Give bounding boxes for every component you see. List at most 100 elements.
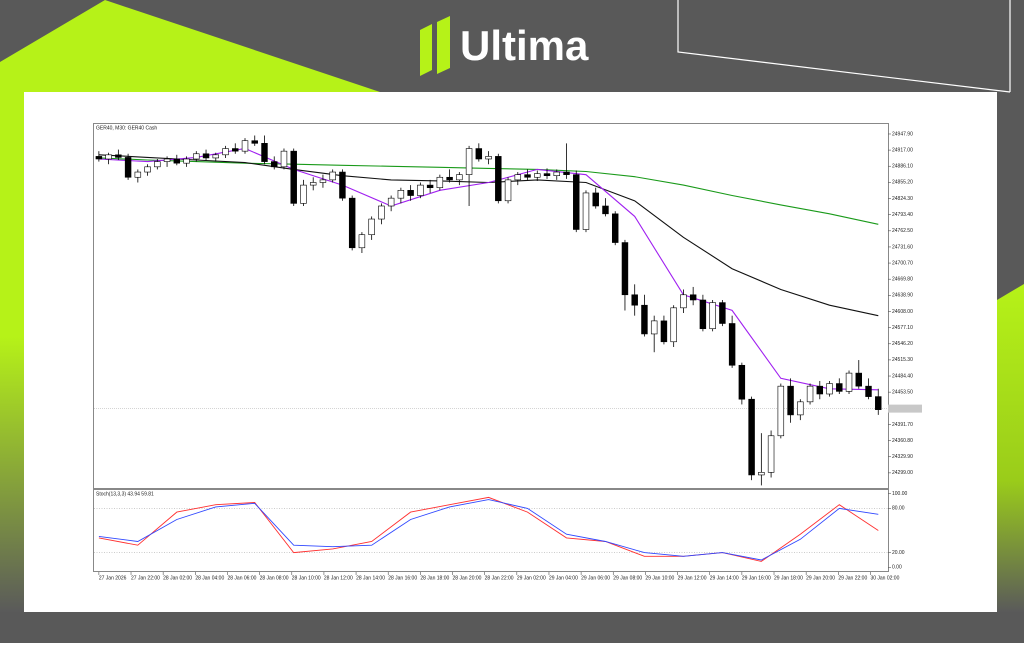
- candle-body: [826, 383, 833, 395]
- x-tick-label: 28 Jan 22:00: [485, 575, 514, 581]
- candle-body: [300, 184, 307, 204]
- candle-body: [563, 171, 570, 175]
- candle-body: [699, 299, 707, 330]
- candle-body: [680, 294, 687, 309]
- y-tick-label: 100.00: [892, 491, 908, 497]
- candle-body: [144, 166, 151, 173]
- moving-average: [98, 147, 879, 391]
- candle-body: [806, 385, 814, 403]
- x-tick-label: 29 Jan 10:00: [645, 575, 674, 581]
- candle-body: [495, 156, 502, 202]
- candle-body: [163, 158, 171, 162]
- moving-average: [98, 157, 879, 225]
- x-tick-label: 29 Jan 14:00: [710, 575, 739, 581]
- candle-body: [280, 150, 288, 168]
- candle-body: [232, 148, 239, 152]
- candle-body: [173, 158, 181, 164]
- candle-body: [650, 320, 658, 335]
- y-tick-label: 24855.20: [892, 180, 913, 186]
- candle-body: [407, 190, 414, 196]
- y-tick-label: 24762.50: [892, 228, 913, 234]
- y-tick-label: 24638.90: [892, 293, 913, 299]
- candle-body: [154, 161, 161, 168]
- candle-body: [446, 176, 453, 181]
- candle-body: [709, 302, 716, 330]
- indicator-line: [98, 496, 879, 562]
- y-tick-label: 24329.90: [892, 454, 913, 460]
- candle-body: [348, 197, 356, 249]
- candle-body: [758, 472, 765, 476]
- candle-body: [504, 179, 512, 202]
- candle-body: [602, 205, 609, 215]
- candle-body: [728, 323, 736, 366]
- candle-body: [339, 171, 346, 199]
- candle-body: [787, 385, 794, 416]
- x-tick-label: 29 Jan 08:00: [613, 575, 642, 581]
- candle-body: [124, 157, 132, 178]
- candle-body: [719, 302, 726, 324]
- x-tick-label: 28 Jan 20:00: [453, 575, 482, 581]
- candle-body: [514, 174, 522, 181]
- x-tick-label: 29 Jan 22:00: [838, 575, 867, 581]
- candle-body: [329, 171, 336, 181]
- candle-body: [592, 192, 599, 207]
- x-tick-label: 30 Jan 02:00: [870, 575, 899, 581]
- y-tick-label: 24577.10: [892, 325, 913, 331]
- x-tick-label: 28 Jan 02:00: [163, 575, 192, 581]
- y-tick-label: 24917.00: [892, 147, 913, 153]
- candle-body: [641, 304, 648, 335]
- x-tick-label: 28 Jan 06:00: [227, 575, 256, 581]
- candle-body: [670, 307, 677, 343]
- candle-body: [378, 205, 385, 220]
- candle-body: [212, 154, 220, 159]
- candle-body: [290, 150, 297, 204]
- candle-body: [855, 372, 862, 387]
- candle-body: [582, 192, 590, 230]
- candle-body: [251, 140, 258, 144]
- brand: Ultima: [460, 22, 589, 69]
- candle-body: [534, 173, 541, 178]
- candle-body: [748, 398, 755, 476]
- candle-body: [865, 385, 872, 397]
- y-tick-label: 24947.90: [892, 131, 913, 137]
- logo-icon: [437, 16, 450, 74]
- candle-body: [183, 158, 190, 164]
- candle-body: [485, 156, 492, 160]
- x-tick-label: 28 Jan 04:00: [195, 575, 224, 581]
- candle-body: [319, 179, 327, 183]
- candle-body: [875, 396, 882, 410]
- y-tick-label: 20.00: [892, 550, 905, 556]
- candle-body: [543, 173, 551, 177]
- x-tick-label: 27 Jan 22:00: [131, 575, 160, 581]
- candle-body: [689, 294, 697, 301]
- candle-body: [816, 385, 824, 395]
- y-tick-label: 24608.00: [892, 309, 913, 315]
- candle-body: [524, 174, 531, 178]
- price-marker: [888, 404, 922, 413]
- candle-body: [95, 156, 103, 160]
- candle-body: [193, 153, 200, 160]
- x-tick-label: 29 Jan 18:00: [774, 575, 803, 581]
- x-tick-label: 28 Jan 18:00: [420, 575, 449, 581]
- candle-body: [261, 143, 268, 162]
- x-tick-label: 27 Jan 2026: [99, 575, 127, 581]
- y-tick-label: 24824.30: [892, 196, 913, 202]
- x-tick-label: 29 Jan 20:00: [806, 575, 835, 581]
- y-tick-label: 24515.30: [892, 357, 913, 363]
- candle-body: [426, 184, 434, 189]
- candle-body: [417, 184, 424, 196]
- logo-icon: [420, 24, 432, 76]
- y-tick-label: 24453.50: [892, 389, 913, 395]
- candle-body: [475, 148, 483, 160]
- candle-body: [358, 234, 366, 249]
- candle-body: [134, 171, 142, 178]
- plot-frame: [93, 123, 889, 489]
- candle-body: [631, 294, 638, 306]
- indicator-line: [98, 499, 879, 561]
- decor-shape: [997, 284, 1024, 612]
- candle-body: [387, 197, 395, 207]
- y-tick-label: 24546.20: [892, 341, 913, 347]
- candle-body: [397, 190, 405, 199]
- y-tick-label: 24360.80: [892, 438, 913, 444]
